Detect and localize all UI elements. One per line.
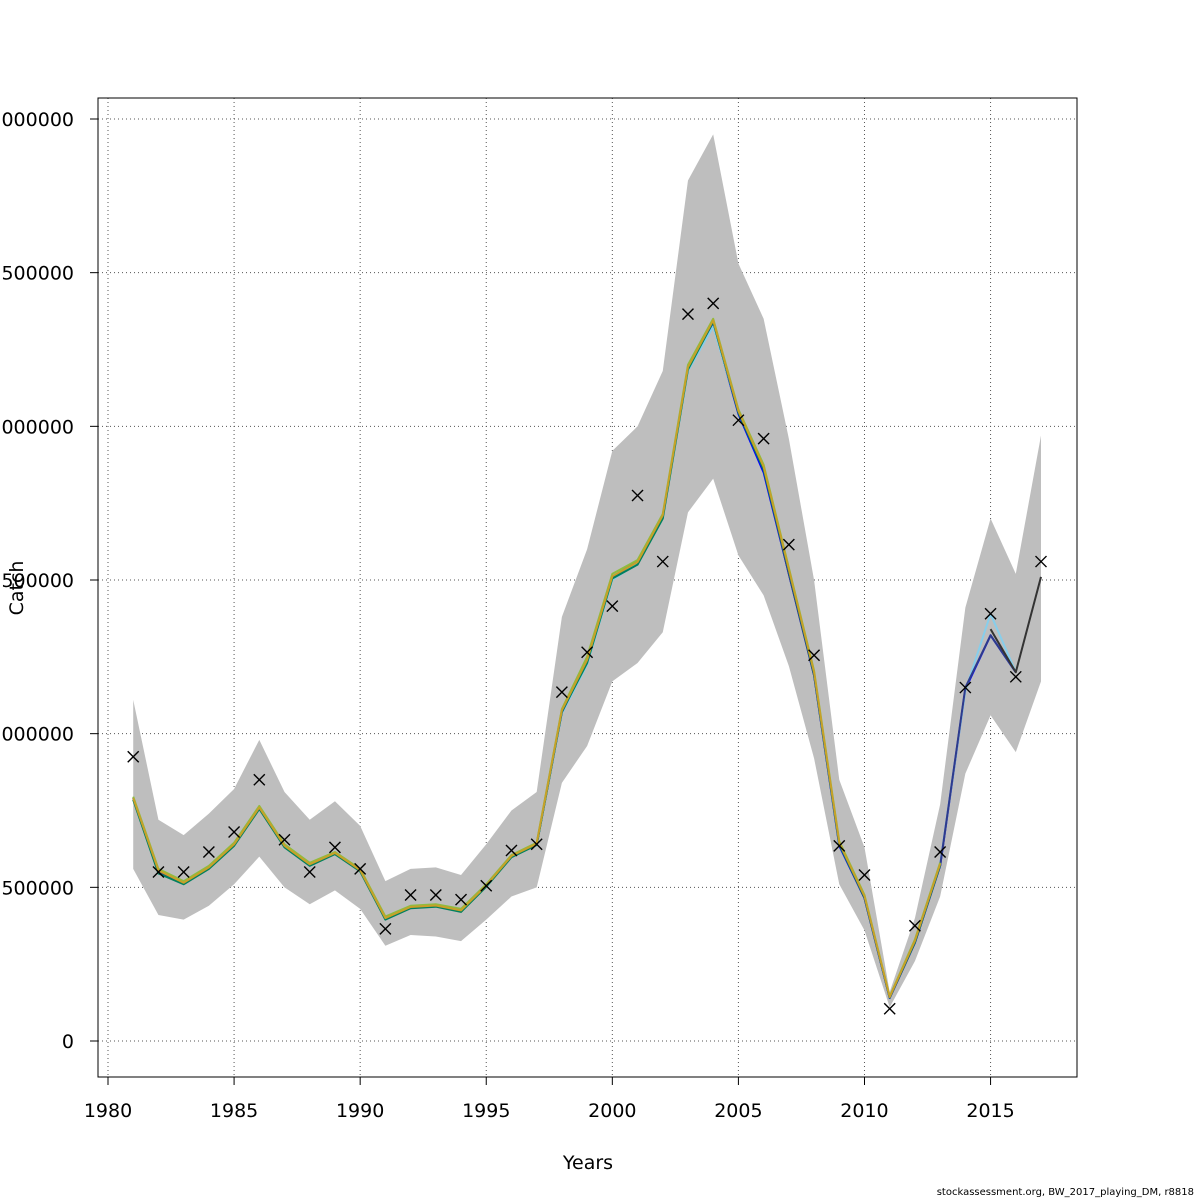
observed-point (555, 686, 568, 699)
x-tick-label: 1995 (462, 1100, 510, 1122)
observed-point (833, 839, 846, 852)
observed-point (177, 865, 190, 878)
x-axis: 1980 1985 1990 1995 2000 2005 2010 2015 (84, 1076, 1015, 1122)
x-axis-label: Years (562, 1152, 613, 1174)
y-tick-label: 0 (62, 1031, 74, 1053)
y-tick-label: 2000000 (0, 416, 74, 438)
y-tick-label: 1000000 (0, 724, 74, 746)
y-tick-label: 2500000 (0, 263, 74, 285)
observed-point (858, 869, 871, 882)
y-tick-label: 1500000 (0, 570, 74, 592)
observed-point (1009, 670, 1022, 683)
x-tick-label: 2015 (966, 1100, 1014, 1122)
observed-point (782, 538, 795, 551)
x-tick-label: 2000 (588, 1100, 636, 1122)
x-tick-label: 1985 (210, 1100, 258, 1122)
y-tick-label: 500000 (1, 877, 74, 899)
observed-point (808, 649, 821, 662)
y-axis-label: Catch (6, 561, 28, 616)
observed-point (379, 922, 392, 935)
observed-point (1035, 555, 1047, 568)
observed-point (328, 841, 341, 854)
observed-point (303, 865, 316, 878)
x-tick-label: 2005 (714, 1100, 762, 1122)
observed-point (656, 555, 669, 568)
observed-point (707, 297, 720, 310)
observed-point (984, 607, 997, 620)
observed-point (934, 845, 947, 858)
y-axis: 0 500000 1000000 1500000 2000000 2500000 30000… (0, 109, 99, 1053)
observed-point (681, 308, 694, 321)
series-lines (132, 317, 1042, 999)
observed-point (505, 844, 518, 857)
observed-point (278, 833, 291, 846)
observed-point (631, 489, 644, 502)
observed-points (127, 297, 1047, 1015)
x-tick-label: 1990 (336, 1100, 384, 1122)
observed-point (732, 414, 745, 427)
observed-point (127, 750, 140, 763)
observed-point (228, 826, 241, 839)
x-tick-label: 2010 (840, 1100, 888, 1122)
observed-point (883, 1002, 896, 1015)
observed-point (354, 862, 367, 875)
series-line-3 (989, 576, 1042, 674)
observed-point (959, 681, 972, 694)
observed-point (404, 889, 417, 902)
footer-credit: stockassessment.org, BW_2017_playing_DM,… (936, 1187, 1194, 1198)
observed-point (253, 773, 266, 786)
observed-point (530, 838, 543, 851)
observed-point (429, 889, 442, 902)
y-tick-label: 3000000 (0, 109, 74, 131)
observed-point (757, 432, 770, 445)
confidence-band-area (133, 134, 1042, 1008)
observed-point (202, 845, 215, 858)
confidence-band (133, 134, 1042, 1008)
observed-point (908, 919, 921, 932)
observed-point (581, 646, 594, 659)
observed-point (606, 600, 619, 613)
observed-point (480, 879, 493, 892)
observed-point (152, 865, 165, 878)
observed-point (455, 893, 468, 906)
x-tick-label: 1980 (84, 1100, 132, 1122)
